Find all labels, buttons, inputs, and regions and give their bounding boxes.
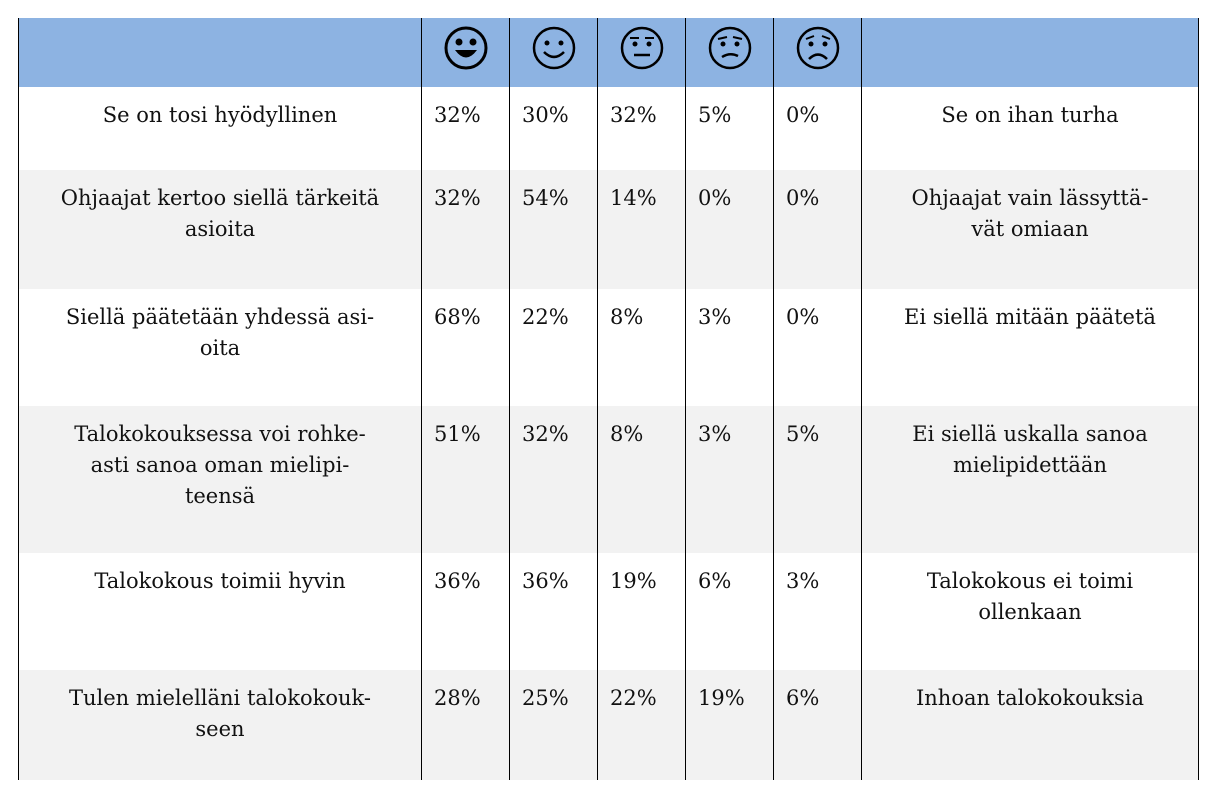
percentage-cell: 51% bbox=[421, 406, 510, 553]
negative-statement: Inhoan talokokouksia bbox=[861, 670, 1199, 780]
percentage-cell: 54% bbox=[509, 170, 598, 289]
negative-statement: Ei siellä mitään päätetä bbox=[861, 289, 1199, 406]
data-row: Se on tosi hyödyllinen 32% 30% 32% 5% 0% Se on… bbox=[18, 87, 1199, 170]
header-cell bbox=[597, 18, 686, 87]
percentage-cell: 8% bbox=[597, 406, 686, 553]
percentage-cell: 32% bbox=[509, 406, 598, 553]
survey-table: Se on tosi hyödyllinen 32% 30% 32% 5% 0% Se on… bbox=[18, 18, 1199, 780]
header-cell bbox=[509, 18, 598, 87]
percentage-cell: 0% bbox=[685, 170, 774, 289]
percentage-cell: 0% bbox=[773, 87, 862, 170]
data-row: Tulen mielelläni talokokouk- seen 28% 25% 2… bbox=[18, 670, 1199, 780]
percentage-cell: 28% bbox=[421, 670, 510, 780]
data-row: Talokokouksessa voi rohke- asti sanoa om… bbox=[18, 406, 1199, 553]
face-unhappy bbox=[708, 26, 751, 70]
percentage-cell: 19% bbox=[597, 553, 686, 670]
header-cell bbox=[685, 18, 774, 87]
positive-statement: Siellä päätetään yhdessä asi- oita bbox=[18, 289, 422, 406]
face-very-happy bbox=[444, 26, 487, 70]
header-cell bbox=[773, 18, 862, 87]
data-row: Talokokous toimii hyvin 36% 36% 19% 6% 3% Talo… bbox=[18, 553, 1199, 670]
data-row: Ohjaajat kertoo siellä tärkeitä asioita 3… bbox=[18, 170, 1199, 289]
percentage-cell: 0% bbox=[773, 289, 862, 406]
header-cell bbox=[18, 18, 422, 87]
percentage-cell: 3% bbox=[685, 289, 774, 406]
percentage-cell: 32% bbox=[421, 170, 510, 289]
positive-statement: Talokokouksessa voi rohke- asti sanoa om… bbox=[18, 406, 422, 553]
header-cell bbox=[421, 18, 510, 87]
percentage-cell: 14% bbox=[597, 170, 686, 289]
negative-statement: Ei siellä uskalla sanoa mielipidettään bbox=[861, 406, 1199, 553]
face-sad bbox=[796, 26, 839, 70]
negative-statement: Talokokous ei toimi ollenkaan bbox=[861, 553, 1199, 670]
header-row bbox=[18, 18, 1199, 87]
data-row: Siellä päätetään yhdessä asi- oita 68% 22%… bbox=[18, 289, 1199, 406]
percentage-cell: 36% bbox=[421, 553, 510, 670]
percentage-cell: 32% bbox=[421, 87, 510, 170]
percentage-cell: 25% bbox=[509, 670, 598, 780]
percentage-cell: 6% bbox=[773, 670, 862, 780]
table-body: Se on tosi hyödyllinen 32% 30% 32% 5% 0% Se on… bbox=[18, 18, 1199, 780]
percentage-cell: 5% bbox=[685, 87, 774, 170]
positive-statement: Talokokous toimii hyvin bbox=[18, 553, 422, 670]
percentage-cell: 68% bbox=[421, 289, 510, 406]
percentage-cell: 3% bbox=[685, 406, 774, 553]
negative-statement: Ohjaajat vain lässyttä- vät omiaan bbox=[861, 170, 1199, 289]
percentage-cell: 5% bbox=[773, 406, 862, 553]
percentage-cell: 3% bbox=[773, 553, 862, 670]
percentage-cell: 8% bbox=[597, 289, 686, 406]
negative-statement: Se on ihan turha bbox=[861, 87, 1199, 170]
percentage-cell: 6% bbox=[685, 553, 774, 670]
positive-statement: Se on tosi hyödyllinen bbox=[18, 87, 422, 170]
percentage-cell: 36% bbox=[509, 553, 598, 670]
positive-statement: Tulen mielelläni talokokouk- seen bbox=[18, 670, 422, 780]
percentage-cell: 22% bbox=[597, 670, 686, 780]
header-cell bbox=[861, 18, 1199, 87]
percentage-cell: 19% bbox=[685, 670, 774, 780]
face-neutral bbox=[620, 26, 663, 70]
percentage-cell: 32% bbox=[597, 87, 686, 170]
face-happy bbox=[532, 26, 575, 70]
percentage-cell: 0% bbox=[773, 170, 862, 289]
percentage-cell: 22% bbox=[509, 289, 598, 406]
positive-statement: Ohjaajat kertoo siellä tärkeitä asioita bbox=[18, 170, 422, 289]
percentage-cell: 30% bbox=[509, 87, 598, 170]
